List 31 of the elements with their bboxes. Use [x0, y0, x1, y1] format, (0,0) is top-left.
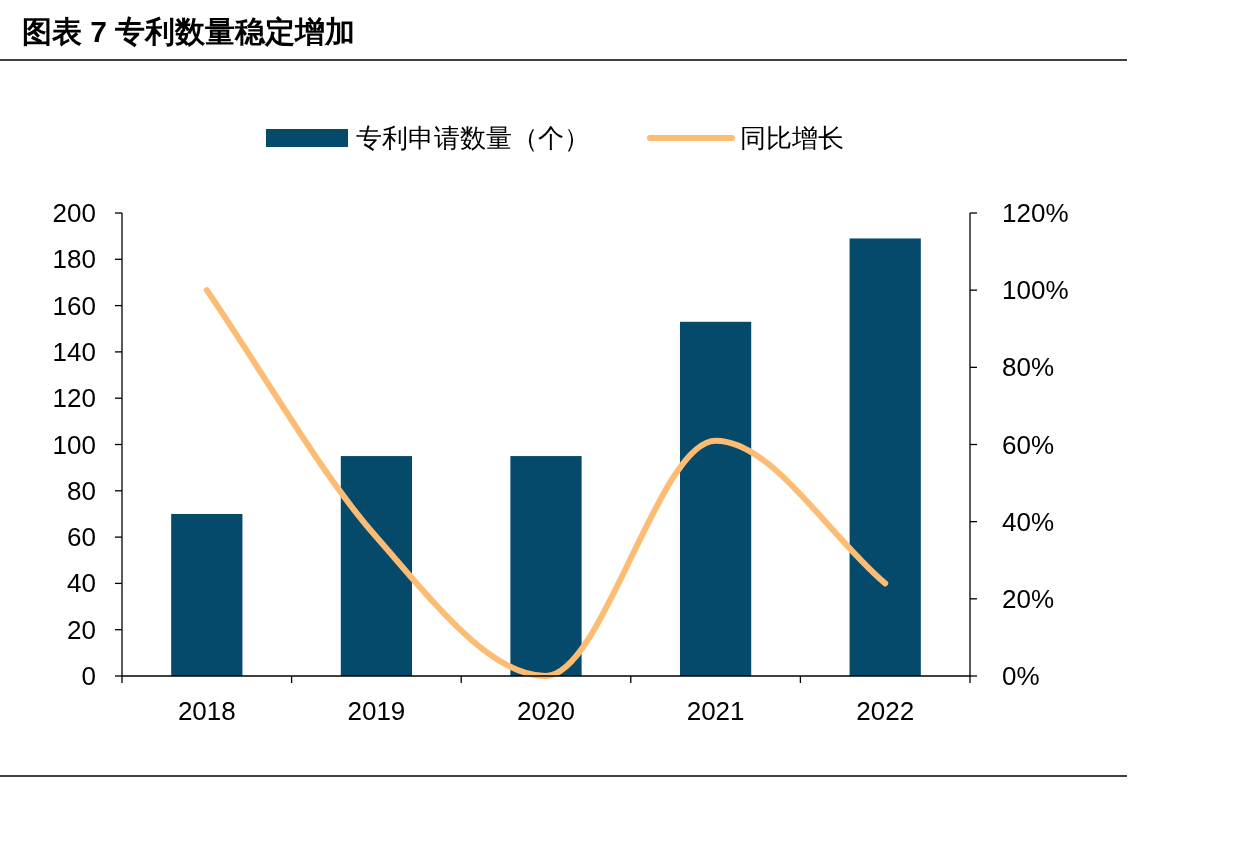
legend-label: 同比增长	[740, 123, 844, 153]
y2-tick-label: 20%	[1002, 583, 1055, 614]
y-tick-label: 100	[52, 429, 96, 460]
y-tick-label: 80	[67, 475, 96, 506]
y-tick-label: 0	[81, 661, 96, 691]
y-tick-label: 200	[52, 198, 96, 228]
y-tick-label: 40	[67, 568, 96, 599]
y-tick-label: 140	[52, 336, 96, 367]
x-tick-label: 2020	[517, 696, 575, 726]
y-tick-label: 60	[67, 522, 96, 553]
y-tick-label: 120	[52, 383, 96, 414]
x-tick-label: 2019	[347, 696, 406, 726]
y2-tick-label: 40%	[1002, 506, 1055, 537]
legend-label: 专利申请数量（个）	[356, 123, 590, 153]
y2-tick-label: 0%	[1002, 661, 1040, 691]
x-tick-label: 2021	[686, 696, 745, 726]
y-tick-label: 160	[52, 290, 96, 321]
bar	[340, 456, 413, 676]
x-tick-label: 2022	[856, 696, 915, 726]
x-tick-label: 2018	[177, 696, 236, 726]
bar	[849, 238, 921, 676]
y2-tick-label: 120%	[1002, 198, 1069, 228]
chart-title: 图表 7 专利数量稳定增加	[22, 15, 356, 48]
bar	[679, 321, 752, 676]
bar	[171, 513, 243, 676]
bar	[510, 456, 582, 676]
y-tick-label: 180	[52, 244, 96, 275]
y2-tick-label: 80%	[1002, 352, 1055, 383]
y-tick-label: 20	[67, 614, 96, 645]
y2-tick-label: 100%	[1002, 275, 1069, 306]
y2-tick-label: 60%	[1002, 429, 1055, 460]
